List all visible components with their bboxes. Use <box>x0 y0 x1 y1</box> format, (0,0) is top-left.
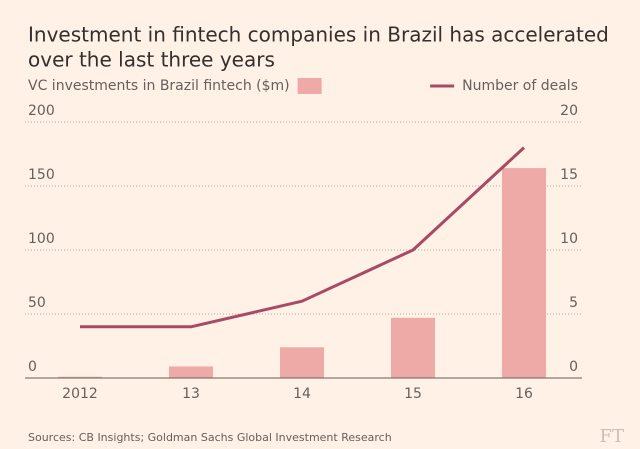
legend-label: VC investments in Brazil fintech ($m) <box>28 78 290 94</box>
bar <box>280 347 324 378</box>
y2-tick-label: 15 <box>560 167 578 183</box>
y-tick-label: 200 <box>28 103 55 119</box>
y-tick-label: 50 <box>28 295 46 311</box>
chart-title: Investment in fintech companies in Brazi… <box>28 23 609 47</box>
legend-label: Number of deals <box>462 78 578 94</box>
bar <box>58 376 102 378</box>
y2-tick-label: 20 <box>560 103 578 119</box>
y-tick-label: 0 <box>28 359 37 375</box>
x-tick-label: 16 <box>515 386 533 402</box>
x-tick-label: 13 <box>182 386 200 402</box>
y-tick-label: 100 <box>28 231 55 247</box>
legend-swatch <box>297 78 322 94</box>
bar <box>502 168 546 378</box>
y2-tick-label: 10 <box>560 231 578 247</box>
x-tick-label: 15 <box>404 386 422 402</box>
x-tick-label: 14 <box>293 386 311 402</box>
bar <box>169 366 213 378</box>
y2-tick-label: 0 <box>569 359 578 375</box>
chart-title: over the last three years <box>28 48 275 72</box>
bar <box>391 317 435 378</box>
x-tick-label: 2012 <box>62 386 98 402</box>
y2-tick-label: 5 <box>569 295 578 311</box>
logo: FT <box>600 426 625 447</box>
y-tick-label: 150 <box>28 167 55 183</box>
line <box>80 146 526 329</box>
source-note: Sources: CB Insights; Goldman Sachs Glob… <box>28 431 392 444</box>
